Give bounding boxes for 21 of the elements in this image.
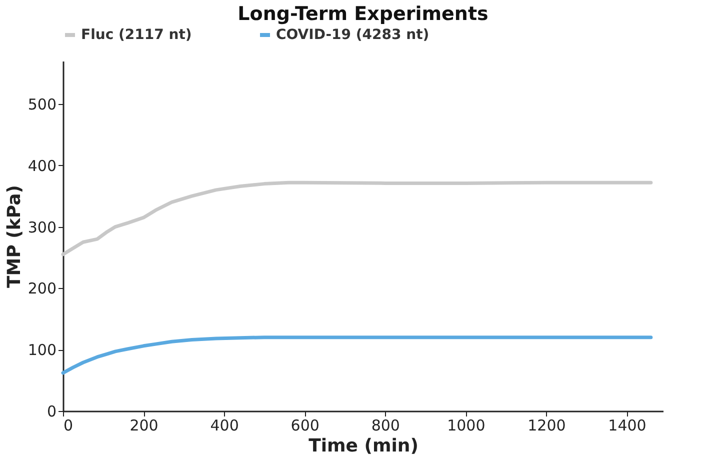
x-axis-title: Time (min) xyxy=(308,436,418,456)
legend-label: Fluc (2117 nt) xyxy=(81,27,192,43)
line-series xyxy=(61,180,653,256)
y-tick-label: 400 xyxy=(28,156,56,175)
y-tick-label: 500 xyxy=(28,95,56,114)
y-tick-label: 100 xyxy=(28,341,56,360)
y-tick-label: 300 xyxy=(28,218,56,236)
x-tick-label: 400 xyxy=(210,416,239,434)
x-tick-label: 800 xyxy=(371,416,400,434)
y-tick-label: 0 xyxy=(46,402,56,420)
x-tick-label: 1000 xyxy=(447,416,486,434)
x-tick-label: 600 xyxy=(290,416,320,434)
y-tick-label: 200 xyxy=(28,280,56,298)
y-axis-title: TMP (kPa) xyxy=(4,185,25,288)
x-tick-label: 200 xyxy=(130,416,158,434)
x-tick-label: 0 xyxy=(64,416,74,434)
chart-title: Long-Term Experiments xyxy=(238,3,488,25)
legend-label: COVID-19 (4283 nt) xyxy=(276,27,430,43)
x-tick-label: 1200 xyxy=(528,416,566,434)
x-tick-label: 1400 xyxy=(608,416,646,434)
line-series xyxy=(61,336,653,375)
